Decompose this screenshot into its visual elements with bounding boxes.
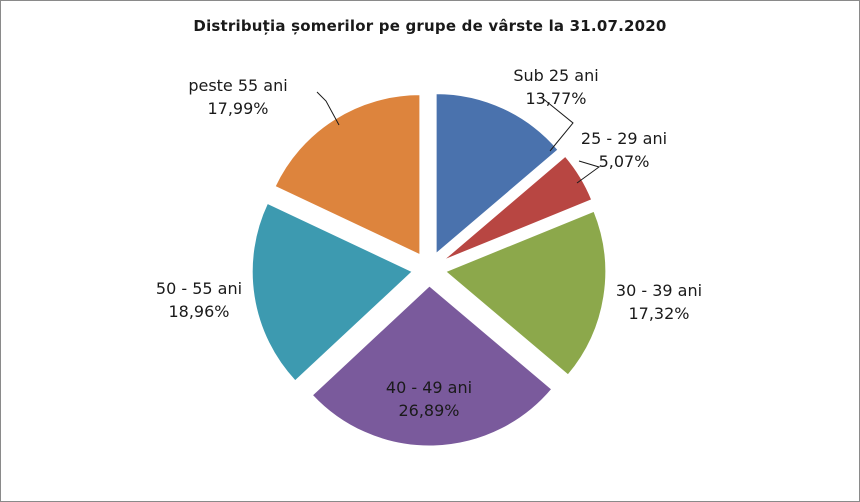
- data-label-value: 26,89%: [398, 401, 459, 420]
- data-label-name: Sub 25 ani: [513, 66, 598, 85]
- chart-title: Distribuția șomerilor pe grupe de vârste…: [193, 17, 667, 35]
- data-label-value: 5,07%: [599, 152, 650, 171]
- data-label: peste 55 ani 17,99%: [188, 76, 287, 118]
- pie-slice-40-49-ani: [311, 285, 553, 447]
- leader-line: [316, 91, 340, 126]
- data-label-name: 25 - 29 ani: [581, 129, 667, 148]
- data-label-name: peste 55 ani: [188, 76, 287, 95]
- data-label: 30 - 39 ani 17,32%: [616, 281, 702, 323]
- pie-slice-50-55-ani: [251, 202, 414, 382]
- pie-slice-sub-25-ani: [435, 93, 559, 255]
- pie-slice-30-39-ani: [444, 210, 607, 376]
- leader-line: [540, 96, 574, 152]
- data-label-name: 50 - 55 ani: [156, 279, 242, 298]
- data-label: Sub 25 ani 13,77%: [513, 66, 598, 108]
- data-label: 40 - 49 ani 26,89%: [386, 378, 472, 420]
- leader-line: [576, 160, 601, 184]
- data-label-value: 17,32%: [628, 304, 689, 323]
- data-label: 50 - 55 ani 18,96%: [156, 279, 242, 321]
- data-label-name: 40 - 49 ani: [386, 378, 472, 397]
- pie-slice-25-29-ani: [443, 155, 593, 261]
- data-label-value: 13,77%: [525, 89, 586, 108]
- data-label-value: 17,99%: [207, 99, 268, 118]
- data-label: 25 - 29 ani 5,07%: [581, 129, 667, 171]
- pie-slice-peste-55-ani: [274, 94, 421, 256]
- data-label-value: 18,96%: [168, 302, 229, 321]
- data-label-name: 30 - 39 ani: [616, 281, 702, 300]
